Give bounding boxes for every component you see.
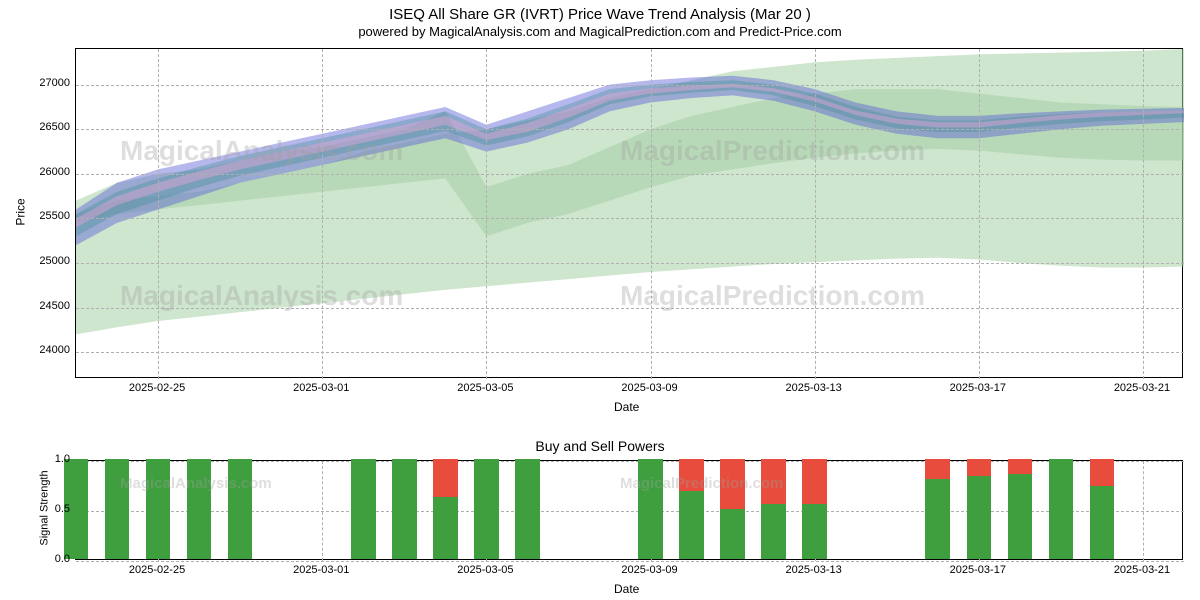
x-tick-label: 2025-03-17	[950, 382, 1006, 394]
grid-line	[651, 49, 652, 379]
grid-line	[815, 49, 816, 379]
grid-line	[979, 49, 980, 379]
price-chart-area	[75, 48, 1183, 378]
buy-bar	[802, 504, 827, 559]
y-tick-label: 24000	[25, 344, 70, 356]
x-tick-label: 2025-03-13	[786, 564, 842, 576]
buy-bar	[105, 459, 130, 559]
sell-bar	[967, 459, 992, 476]
y-tick-label: 26000	[25, 166, 70, 178]
signal-chart-area	[75, 460, 1183, 560]
buy-bar	[761, 504, 786, 559]
chart-subtitle: powered by MagicalAnalysis.com and Magic…	[0, 24, 1200, 39]
grid-line	[76, 263, 1184, 264]
grid-line	[76, 174, 1184, 175]
buy-bar	[351, 459, 376, 559]
grid-line	[76, 352, 1184, 353]
grid-line	[486, 49, 487, 379]
grid-line	[76, 85, 1184, 86]
buy-bar	[1090, 486, 1115, 559]
sell-bar	[1090, 459, 1115, 486]
grid-line	[76, 561, 1184, 562]
y-tick-label: 27000	[25, 77, 70, 89]
grid-line	[322, 49, 323, 379]
x-tick-label: 2025-03-01	[293, 564, 349, 576]
buy-bar	[187, 459, 212, 559]
buy-bar	[146, 459, 171, 559]
buy-bar	[720, 509, 745, 559]
x-tick-label: 2025-02-25	[129, 564, 185, 576]
buy-bar	[228, 459, 253, 559]
chart-title: ISEQ All Share GR (IVRT) Price Wave Tren…	[0, 6, 1200, 23]
price-bands-svg	[76, 49, 1184, 379]
buy-bar	[1008, 474, 1033, 559]
grid-line	[76, 129, 1184, 130]
y-tick-label: 25500	[25, 210, 70, 222]
x-tick-label: 2025-03-09	[621, 564, 677, 576]
price-x-axis-label: Date	[614, 400, 639, 414]
grid-line	[322, 461, 323, 561]
sell-bar	[761, 459, 786, 504]
grid-line	[76, 218, 1184, 219]
buy-bar	[392, 459, 417, 559]
buy-bar	[679, 491, 704, 559]
x-tick-label: 2025-03-13	[786, 382, 842, 394]
sell-bar	[720, 459, 745, 509]
x-tick-label: 2025-03-17	[950, 564, 1006, 576]
y-tick-label: 0.0	[40, 553, 70, 565]
x-tick-label: 2025-03-05	[457, 382, 513, 394]
y-tick-label: 0.5	[40, 503, 70, 515]
buy-bar	[433, 497, 458, 559]
sell-bar	[433, 459, 458, 497]
buy-bar	[638, 459, 663, 559]
y-tick-label: 25000	[25, 255, 70, 267]
x-tick-label: 2025-03-09	[621, 382, 677, 394]
signal-chart-title: Buy and Sell Powers	[0, 438, 1200, 454]
y-tick-label: 1.0	[40, 453, 70, 465]
buy-bar	[967, 476, 992, 559]
grid-line	[76, 308, 1184, 309]
grid-line	[1143, 461, 1144, 561]
grid-line	[158, 49, 159, 379]
sell-bar	[1008, 459, 1033, 474]
x-tick-label: 2025-03-21	[1114, 564, 1170, 576]
grid-line	[1143, 49, 1144, 379]
buy-bar	[1049, 459, 1074, 559]
x-tick-label: 2025-03-01	[293, 382, 349, 394]
x-tick-label: 2025-03-21	[1114, 382, 1170, 394]
y-tick-label: 24500	[25, 300, 70, 312]
buy-bar	[474, 459, 499, 559]
x-tick-label: 2025-03-05	[457, 564, 513, 576]
sell-bar	[679, 459, 704, 491]
signal-x-axis-label: Date	[614, 582, 639, 596]
buy-bar	[515, 459, 540, 559]
x-tick-label: 2025-02-25	[129, 382, 185, 394]
sell-bar	[802, 459, 827, 504]
y-tick-label: 26500	[25, 121, 70, 133]
buy-bar	[925, 479, 950, 559]
sell-bar	[925, 459, 950, 479]
